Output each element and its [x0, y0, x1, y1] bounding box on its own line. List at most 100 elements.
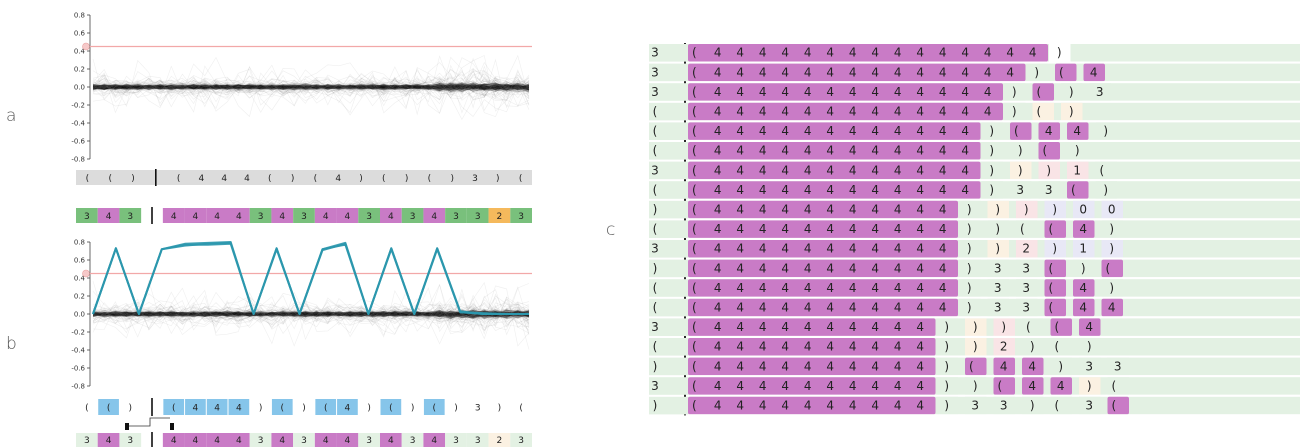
digit-4: 4	[894, 144, 902, 158]
token-text: 4	[214, 404, 220, 414]
trace-line	[92, 310, 530, 319]
digit-4: 4	[871, 320, 879, 334]
trace-line	[92, 310, 530, 318]
open-paren: (	[692, 340, 697, 354]
trace-line	[92, 83, 530, 92]
trace-line	[92, 310, 530, 319]
trace-line	[92, 83, 530, 90]
trace-line	[92, 310, 530, 319]
trace-line	[92, 310, 530, 319]
digit-4: 4	[826, 144, 834, 158]
digit-4: 4	[961, 46, 969, 60]
tail-purple-cell	[1101, 259, 1123, 278]
trace-line	[92, 310, 530, 318]
token-text: )	[302, 404, 306, 414]
tail-cell	[959, 259, 981, 278]
tail-token: 4	[1079, 301, 1087, 315]
trace-line	[92, 309, 530, 319]
trace-line	[92, 83, 530, 90]
label-text: 4	[388, 212, 394, 222]
tail-purple-cell	[1044, 298, 1066, 317]
digit-4: 4	[781, 281, 789, 295]
purple-run	[688, 298, 958, 317]
line-chart-a: 0.8 0.6 0.4 0.2 0.0 -0.2 -0.4 -0.6 -0.8	[71, 12, 532, 164]
tail-token: )	[967, 242, 972, 256]
y-tick-label: -0.2	[71, 329, 85, 337]
trace-line	[92, 82, 530, 90]
tail-cell	[936, 338, 958, 356]
trace-line	[92, 82, 530, 91]
tail-cell	[1004, 102, 1026, 121]
trace-line	[92, 57, 530, 113]
trace-line	[92, 310, 530, 317]
tail-token: )	[1030, 340, 1035, 354]
tail-cell	[959, 220, 981, 238]
digit-4: 4	[736, 46, 744, 60]
label-text: 3	[258, 436, 264, 446]
digit-4: 4	[759, 340, 767, 354]
trace-line	[92, 297, 530, 329]
trace-line	[92, 310, 530, 319]
trace-line	[92, 310, 530, 319]
digit-4: 4	[759, 399, 767, 413]
tail-cell	[936, 357, 958, 376]
trace-line	[92, 310, 530, 318]
trace-line	[92, 310, 530, 318]
label-cell	[488, 433, 511, 447]
token-text: )	[450, 174, 454, 184]
row-first-token: (	[653, 281, 658, 295]
digit-4: 4	[826, 163, 834, 177]
digit-4: 4	[1006, 46, 1014, 60]
digit-4: 4	[826, 340, 834, 354]
digit-4: 4	[871, 105, 879, 119]
trace-line	[92, 310, 530, 318]
tail-cell	[965, 338, 987, 356]
label-text: 3	[301, 436, 307, 446]
digit-4: 4	[916, 301, 924, 315]
trace-line	[92, 83, 530, 91]
trace-line	[92, 309, 530, 318]
digit-4: 4	[759, 222, 767, 236]
trace-line	[92, 304, 530, 331]
tail-token: )	[1057, 46, 1062, 60]
digit-4: 4	[781, 399, 789, 413]
open-paren: (	[692, 399, 697, 413]
table-row: ((4 4 4 4 4 4 4 4 4 4 4))((4)	[649, 220, 1300, 240]
label-cell	[249, 208, 272, 223]
trace-line	[92, 76, 530, 99]
digit-4: 4	[781, 163, 789, 177]
digit-4: 4	[916, 399, 924, 413]
label-cell	[336, 208, 359, 223]
tail-token: )	[1018, 163, 1023, 177]
purple-run	[688, 396, 936, 415]
tail-token: (	[1037, 105, 1042, 119]
label-cell	[336, 433, 359, 447]
open-paren: (	[692, 124, 697, 138]
trace-line	[92, 84, 530, 90]
tail-cell	[1022, 318, 1044, 336]
trace-line	[92, 83, 530, 91]
tail-token: 4	[1000, 359, 1008, 373]
trace-line	[92, 83, 530, 91]
y-tick-label: -0.4	[71, 347, 85, 355]
digit-4: 4	[849, 85, 857, 99]
digit-4: 4	[894, 320, 902, 334]
trace-line	[92, 310, 530, 318]
digit-4: 4	[759, 203, 767, 217]
trace-line	[92, 309, 530, 318]
trace-line	[92, 308, 530, 318]
tail-token: 0	[1108, 203, 1116, 217]
tail-token: )	[1024, 203, 1029, 217]
label-cell	[423, 433, 446, 447]
token-text: (	[108, 174, 112, 184]
digit-4: 4	[871, 163, 879, 177]
label-text: 4	[431, 436, 437, 446]
trace-line	[92, 83, 530, 91]
token-highlight	[98, 399, 119, 415]
tail-cell	[1101, 220, 1123, 238]
trace-line	[92, 310, 530, 320]
trace-line	[92, 83, 530, 93]
token-highlight	[206, 399, 228, 415]
trace-line	[92, 84, 530, 92]
table-row: )(4 4 4 4 4 4 4 4 4 4 4) 3 3()(	[649, 259, 1300, 279]
